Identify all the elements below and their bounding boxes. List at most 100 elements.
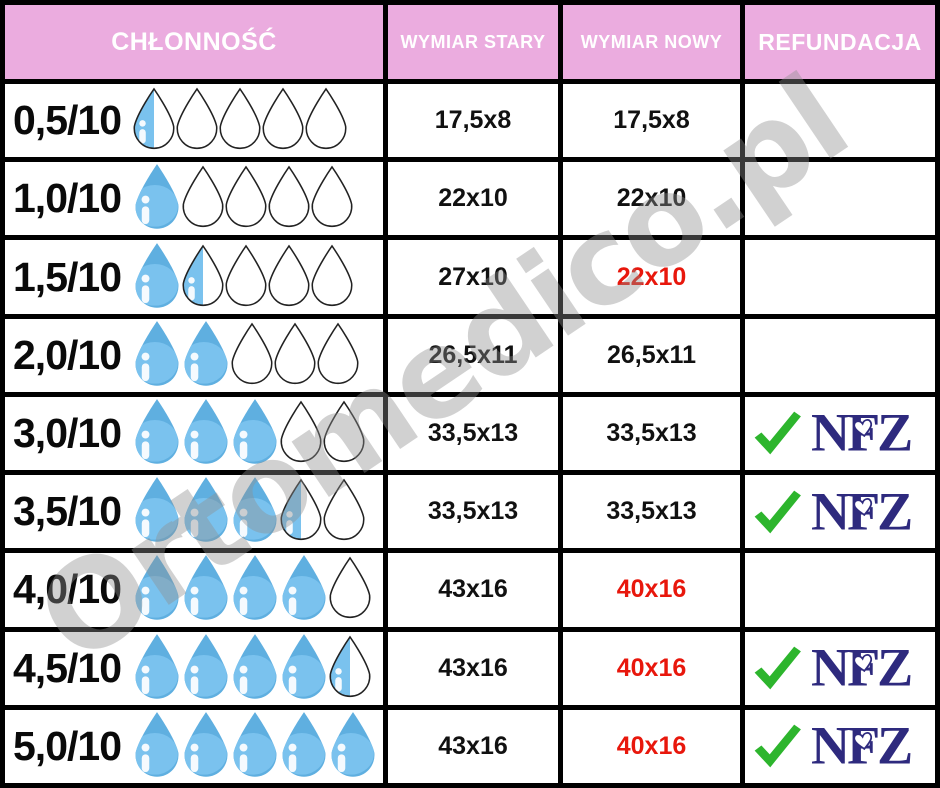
nfz-logo: NFZ (811, 485, 914, 539)
filled-water-drop-icon (184, 320, 228, 386)
row-6-new-size-cell: 40x16 (563, 553, 740, 627)
filled-water-drop-icon (282, 711, 326, 777)
empty-water-drop-icon (323, 478, 365, 541)
row-2-absorbency-cell: 1,5/10 (5, 240, 383, 314)
filled-water-drop-icon (233, 555, 277, 621)
nfz-logo: NFZ (811, 406, 914, 460)
row-1-absorbency-cell: 1,0/10 (5, 162, 383, 236)
empty-water-drop-icon (323, 400, 365, 463)
filled-water-drop-icon (233, 399, 277, 464)
row-0-absorbency-cell: 0,5/10 (5, 84, 383, 158)
row-8-refund-cell: NFZ (745, 709, 935, 783)
row-3-old-size-cell: 26,5x11 (388, 318, 558, 392)
row-7-refund-cell: NFZ (745, 631, 935, 705)
drop-rating (129, 162, 357, 235)
absorbency-label: 2,0/10 (13, 331, 122, 378)
green-checkmark-icon (754, 412, 801, 455)
empty-water-drop-icon (305, 87, 347, 150)
filled-water-drop-icon (184, 477, 228, 543)
row-0-old-size-cell: 17,5x8 (388, 84, 558, 158)
filled-water-drop-icon (135, 320, 179, 386)
row-4-refund-cell: NFZ (745, 396, 935, 471)
row-2-old-size-cell: 27x10 (388, 240, 558, 314)
half-filled-water-drop-icon (280, 478, 322, 541)
row-6-old-size-cell: 43x16 (388, 553, 558, 627)
empty-water-drop-icon (262, 87, 304, 150)
empty-water-drop-icon (329, 557, 371, 619)
absorbency-label: 3,5/10 (13, 488, 122, 535)
absorbency-label: 3,0/10 (13, 409, 122, 456)
empty-water-drop-icon (219, 87, 261, 150)
filled-water-drop-icon (233, 633, 277, 699)
row-8-old-size-cell: 43x16 (388, 709, 558, 783)
row-6-absorbency-cell: 4,0/10 (5, 553, 383, 627)
green-checkmark-icon (754, 490, 801, 534)
half-filled-water-drop-icon (182, 244, 224, 306)
absorbency-label: 0,5/10 (13, 97, 122, 144)
filled-water-drop-icon (282, 633, 326, 699)
filled-water-drop-icon (184, 711, 228, 777)
half-filled-water-drop-icon (329, 635, 371, 697)
row-3-new-size-cell: 26,5x11 (563, 318, 740, 392)
nfz-logo: NFZ (811, 719, 914, 773)
row-7-old-size-cell: 43x16 (388, 631, 558, 705)
row-1-new-size-cell: 22x10 (563, 162, 740, 236)
filled-water-drop-icon (331, 711, 375, 777)
filled-water-drop-icon (135, 633, 179, 699)
drop-rating (129, 553, 375, 626)
header-cell-wymiar-nowy: WYMIAR NOWY (563, 5, 740, 79)
filled-water-drop-icon (184, 399, 228, 464)
row-2-new-size-cell: 22x10 (563, 240, 740, 314)
empty-water-drop-icon (311, 244, 353, 306)
absorbency-label: 4,0/10 (13, 566, 122, 613)
drop-rating (129, 475, 369, 548)
row-3-absorbency-cell: 2,0/10 (5, 318, 383, 392)
empty-water-drop-icon (182, 165, 224, 228)
empty-water-drop-icon (225, 244, 267, 306)
empty-water-drop-icon (317, 322, 359, 384)
row-8-absorbency-cell: 5,0/10 (5, 709, 383, 783)
row-4-old-size-cell: 33,5x13 (388, 396, 558, 471)
row-1-refund-cell (745, 162, 935, 236)
half-filled-water-drop-icon (133, 87, 175, 150)
row-7-absorbency-cell: 4,5/10 (5, 631, 383, 705)
empty-water-drop-icon (268, 244, 310, 306)
row-1-old-size-cell: 22x10 (388, 162, 558, 236)
filled-water-drop-icon (184, 633, 228, 699)
row-2-refund-cell (745, 240, 935, 314)
green-checkmark-icon (754, 646, 801, 690)
drop-rating (129, 710, 381, 783)
drop-rating (129, 87, 351, 154)
filled-water-drop-icon (135, 555, 179, 621)
header-cell-wymiar-stary: WYMIAR STARY (388, 5, 558, 79)
empty-water-drop-icon (268, 165, 310, 228)
row-0-refund-cell (745, 84, 935, 158)
filled-water-drop-icon (184, 555, 228, 621)
row-7-new-size-cell: 40x16 (563, 631, 740, 705)
green-checkmark-icon (754, 725, 801, 768)
row-5-absorbency-cell: 3,5/10 (5, 475, 383, 549)
filled-water-drop-icon (233, 477, 277, 543)
header-cell-refundacja: REFUNDACJA (745, 5, 935, 79)
drop-rating (129, 632, 375, 705)
row-6-refund-cell (745, 553, 935, 627)
row-3-refund-cell (745, 318, 935, 392)
row-5-refund-cell: NFZ (745, 475, 935, 549)
row-4-new-size-cell: 33,5x13 (563, 396, 740, 471)
absorbency-label: 1,0/10 (13, 175, 122, 222)
filled-water-drop-icon (135, 399, 179, 464)
filled-water-drop-icon (135, 164, 179, 230)
empty-water-drop-icon (274, 322, 316, 384)
drop-rating (129, 397, 369, 470)
drop-rating (129, 319, 363, 392)
drop-rating (129, 241, 357, 314)
filled-water-drop-icon (135, 477, 179, 543)
nfz-logo: NFZ (811, 641, 914, 695)
absorbency-label: 4,5/10 (13, 644, 122, 691)
empty-water-drop-icon (280, 400, 322, 463)
filled-water-drop-icon (233, 711, 277, 777)
row-5-old-size-cell: 33,5x13 (388, 475, 558, 549)
row-0-new-size-cell: 17,5x8 (563, 84, 740, 158)
